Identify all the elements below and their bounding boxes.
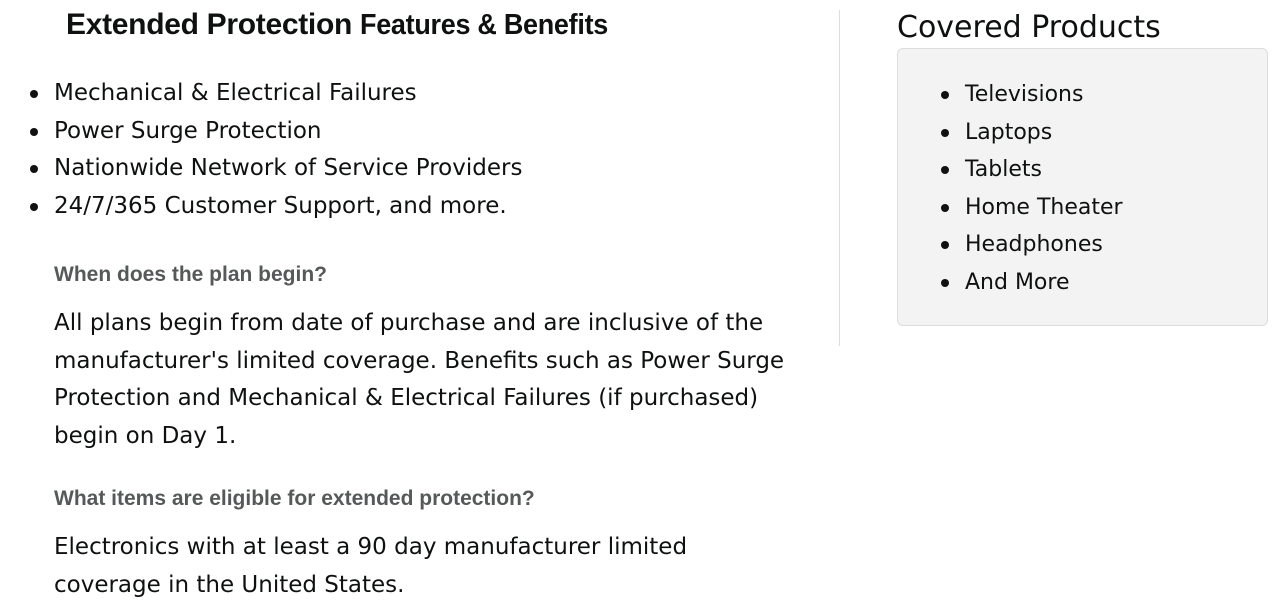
covered-products-heading: Covered Products: [897, 10, 1161, 45]
title-part-1: Extended Protection: [66, 8, 353, 41]
list-item: Mechanical & Electrical Failures: [29, 75, 522, 113]
faq-answer: All plans begin from date of purchase an…: [54, 310, 785, 449]
list-item: Power Surge Protection: [29, 113, 522, 151]
list-item: Televisions: [941, 76, 1123, 114]
title-part-2: Features & Benefits: [360, 9, 609, 41]
faq-question: When does the plan begin?: [54, 263, 327, 286]
faq-question: What items are eligible for extended pro…: [54, 487, 535, 510]
list-item: Home Theater: [941, 189, 1123, 227]
faq-answer: Electronics with at least a 90 day manuf…: [54, 534, 688, 598]
covered-products-list: Televisions Laptops Tablets Home Theater…: [941, 76, 1123, 302]
list-item: And More: [941, 264, 1123, 302]
covered-products-box: Televisions Laptops Tablets Home Theater…: [897, 48, 1268, 326]
list-item: Nationwide Network of Service Providers: [29, 150, 522, 188]
list-item: Laptops: [941, 114, 1123, 152]
features-list: Mechanical & Electrical Failures Power S…: [29, 75, 522, 226]
list-item: 24/7/365 Customer Support, and more.: [29, 188, 522, 226]
column-divider: [839, 10, 840, 346]
list-item: Tablets: [941, 151, 1123, 189]
list-item: Headphones: [941, 226, 1123, 264]
page-title: Extended Protection Features & Benefits: [66, 8, 627, 42]
